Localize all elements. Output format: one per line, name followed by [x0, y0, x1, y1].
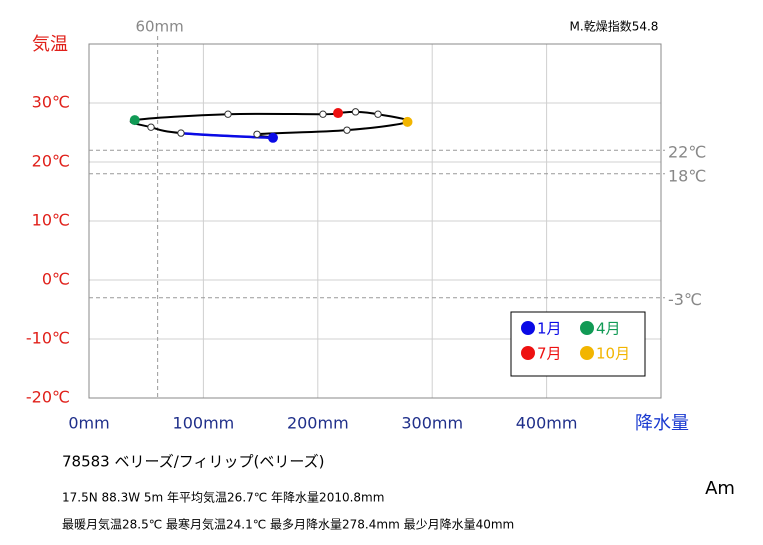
month-point: [343, 126, 351, 134]
y-tick-label: -10℃: [26, 329, 70, 348]
climate-class: Am: [705, 478, 735, 499]
y-tick-label: 20℃: [32, 152, 70, 171]
month-point: [351, 108, 360, 116]
legend-marker: [521, 321, 535, 335]
x-tick-label: 300mm: [401, 414, 463, 433]
month-point: [374, 110, 382, 118]
month-point: [253, 130, 261, 138]
x-tick-label: 200mm: [287, 414, 349, 433]
index-label: M.乾燥指数54.8: [570, 19, 659, 34]
legend-marker: [580, 346, 594, 360]
legend-label: 10月: [596, 345, 630, 363]
x-tick-label: 0mm: [68, 414, 109, 433]
legend-marker: [521, 346, 535, 360]
note: 17.5N 88.3W 5m 年平均気温26.7℃ 年降水量2010.8mm: [62, 490, 384, 505]
legend-label: 4月: [596, 320, 621, 338]
ref-label: 18℃: [668, 166, 706, 185]
plot-frame: [88, 43, 662, 399]
x-tick-label: 100mm: [173, 414, 235, 433]
legend-box: [510, 311, 646, 377]
y-tick-label: 30℃: [32, 93, 70, 112]
month-point-highlight: [267, 132, 278, 143]
ref-label: 60mm: [135, 18, 183, 36]
highlight-segment: [180, 131, 273, 140]
month-point: [319, 110, 327, 118]
month-point: [147, 123, 155, 131]
month-point: [177, 129, 185, 137]
note: 最暖月気温28.5℃ 最寒月気温24.1℃ 最多月降水量278.4mm 最少月降…: [62, 517, 514, 532]
legend-marker: [580, 321, 594, 335]
y-tick-label: 0℃: [42, 270, 70, 289]
legend-label: 1月: [537, 320, 562, 338]
y-tick-label: -20℃: [26, 388, 70, 407]
ref-label: 22℃: [668, 143, 706, 162]
x-tick-label: 400mm: [516, 414, 578, 433]
ref-label: -3℃: [668, 290, 702, 309]
month-point-highlight: [129, 115, 140, 126]
x-title: 降水量: [635, 413, 689, 434]
legend-label: 7月: [537, 345, 562, 363]
station: 78583 ベリーズ/フィリップ(ベリーズ): [62, 453, 324, 471]
month-point-highlight: [402, 116, 413, 127]
y-title: 気温: [32, 34, 68, 55]
y-tick-label: 10℃: [32, 211, 70, 230]
month-point-highlight: [333, 108, 344, 119]
month-point: [224, 110, 232, 118]
